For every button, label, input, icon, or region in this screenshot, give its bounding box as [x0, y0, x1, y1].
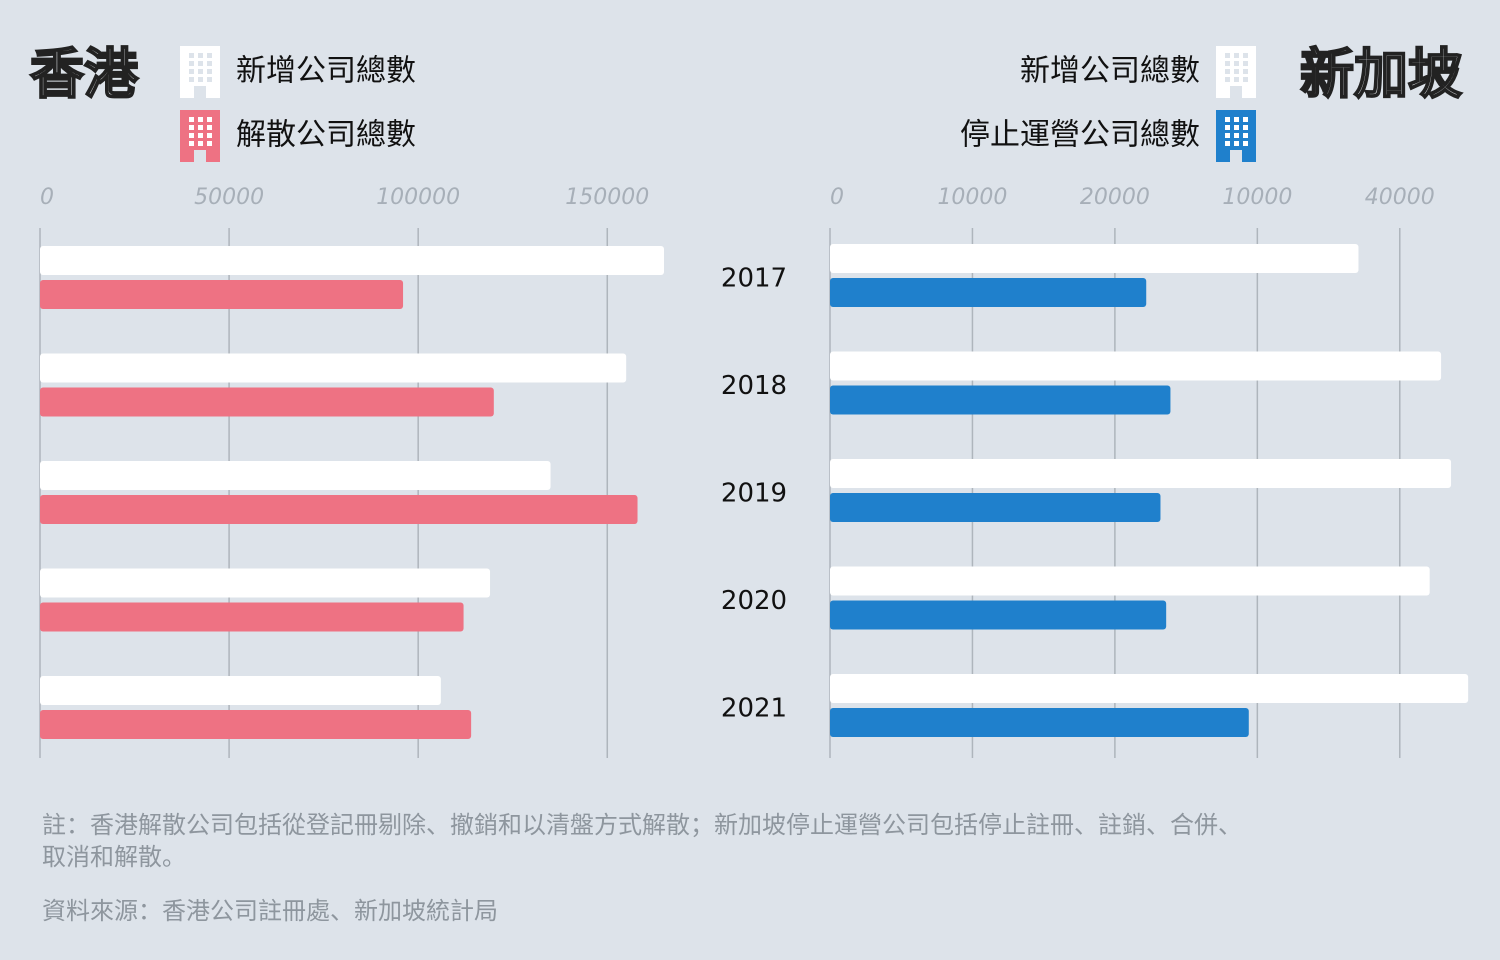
- legend-icon-window: [198, 61, 203, 66]
- bar: [40, 710, 472, 739]
- legend-icon-window: [1225, 133, 1230, 138]
- legend-icon-window: [1225, 77, 1230, 82]
- legend-icon-window: [1234, 61, 1239, 66]
- legend-icon-window: [1243, 77, 1248, 82]
- category-label: 2020: [721, 586, 787, 616]
- category-label: 2018: [721, 371, 787, 401]
- bar: [830, 674, 1469, 703]
- legend-label: 新增公司總數: [1020, 54, 1200, 89]
- bar: [40, 495, 638, 524]
- source: 資料來源：香港公司註冊處、新加坡統計局: [42, 897, 498, 925]
- legend-icon-window: [1243, 141, 1248, 146]
- legend-icon-window: [198, 133, 203, 138]
- bar: [830, 459, 1452, 488]
- x-tick-label: 40000: [1365, 185, 1435, 210]
- x-tick-label: 0: [830, 185, 844, 210]
- legend-icon-window: [189, 53, 194, 58]
- legend-icon-window: [198, 125, 203, 130]
- legend-icon-window: [1225, 53, 1230, 58]
- legend-icon-window: [207, 133, 212, 138]
- legend-icon-window: [1243, 53, 1248, 58]
- x-tick-label: 10000: [937, 185, 1007, 210]
- legend-icon-window: [1234, 125, 1239, 130]
- legend-icon-window: [207, 53, 212, 58]
- legend-icon-window: [198, 77, 203, 82]
- bar: [830, 566, 1430, 596]
- x-tick-label: 20000: [1080, 185, 1150, 210]
- legend-icon-window: [207, 69, 212, 74]
- bar: [40, 280, 404, 309]
- legend-icon-window: [189, 133, 194, 138]
- bar: [830, 385, 1171, 415]
- legend-icon-window: [1225, 141, 1230, 146]
- legend-icon-window: [198, 69, 203, 74]
- bar: [40, 568, 491, 598]
- bar: [40, 353, 627, 383]
- legend-icon-window: [1234, 141, 1239, 146]
- footnote: 取消和解散。: [42, 843, 186, 871]
- legend-icon-window: [207, 61, 212, 66]
- bar: [830, 351, 1442, 381]
- legend-icon-window: [207, 117, 212, 122]
- bar: [830, 708, 1249, 737]
- footnote: 註：香港解散公司包括從登記冊剔除、撤銷和以清盤方式解散；新加坡停止運營公司包括停…: [42, 811, 1242, 839]
- legend-icon-window: [1225, 69, 1230, 74]
- legend-icon-window: [189, 69, 194, 74]
- category-label: 2019: [721, 479, 787, 509]
- bar: [40, 461, 551, 490]
- chart-title: 香港: [30, 43, 139, 106]
- bar: [40, 676, 441, 705]
- legend-icon-window: [1225, 61, 1230, 66]
- legend-icon-window: [1225, 125, 1230, 130]
- legend-label: 新增公司總數: [236, 54, 416, 89]
- legend-label: 解散公司總數: [236, 118, 416, 153]
- legend-icon-window: [1243, 61, 1248, 66]
- bar: [830, 600, 1167, 630]
- bar: [830, 244, 1359, 273]
- bar: [40, 602, 464, 632]
- legend-icon-window: [189, 125, 194, 130]
- bar: [40, 246, 664, 275]
- x-tick-label: 10000: [1222, 185, 1292, 210]
- legend-icon-window: [198, 141, 203, 146]
- legend-icon-window: [207, 77, 212, 82]
- bar: [830, 278, 1147, 307]
- legend-icon-window: [1234, 69, 1239, 74]
- legend-icon-window: [1243, 125, 1248, 130]
- legend-icon-window: [1234, 133, 1239, 138]
- legend-icon-window: [1243, 117, 1248, 122]
- x-tick-label: 0: [40, 185, 54, 210]
- bar: [40, 387, 494, 417]
- legend-icon-window: [198, 117, 203, 122]
- category-label: 2017: [721, 264, 787, 294]
- legend-icon-window: [189, 61, 194, 66]
- x-tick-label: 50000: [194, 185, 264, 210]
- chart-title: 新加坡: [1300, 43, 1462, 106]
- category-label: 2021: [721, 694, 787, 724]
- legend-icon-window: [1225, 117, 1230, 122]
- legend-icon-window: [1234, 53, 1239, 58]
- legend-icon-window: [1243, 133, 1248, 138]
- legend-icon-window: [189, 77, 194, 82]
- legend-icon-window: [1234, 77, 1239, 82]
- legend-icon-window: [1243, 69, 1248, 74]
- legend-icon-window: [189, 117, 194, 122]
- legend-icon-window: [1234, 117, 1239, 122]
- legend-icon-window: [189, 141, 194, 146]
- bar: [830, 493, 1161, 522]
- legend-icon-window: [207, 141, 212, 146]
- x-tick-label: 100000: [376, 185, 460, 210]
- legend-icon-window: [198, 53, 203, 58]
- x-tick-label: 150000: [565, 185, 649, 210]
- legend-label: 停止運營公司總數: [960, 118, 1200, 153]
- legend-icon-window: [207, 125, 212, 130]
